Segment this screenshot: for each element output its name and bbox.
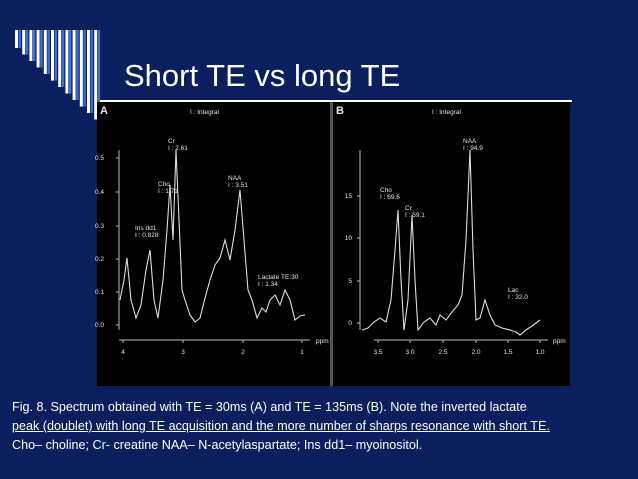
legend-text: I : Integral bbox=[432, 109, 461, 116]
figure-background bbox=[97, 102, 570, 386]
figure: A I : Integral 0.5 0.4 0.3 0.2 0.1 0.0 4 3 2 1 ppm Cr… bbox=[95, 105, 566, 356]
stripe bbox=[58, 30, 62, 87]
peak-name: Cr bbox=[405, 205, 413, 212]
stripes bbox=[15, 30, 101, 120]
y-tick-label: 0.0 bbox=[95, 322, 104, 329]
y-tick-label: 5 bbox=[348, 278, 352, 285]
caption-line: Cho– choline; Cr- creatine NAA– N-acetyl… bbox=[12, 438, 423, 452]
peak-name: NAA bbox=[463, 138, 477, 145]
x-tick-label: 1 bbox=[300, 349, 304, 356]
stripe bbox=[76, 30, 79, 100]
stripe bbox=[61, 30, 65, 87]
x-tick-label: 3.0 bbox=[405, 349, 414, 356]
peak-integral: I : 3.51 bbox=[228, 182, 248, 189]
stripe bbox=[18, 30, 21, 48]
stripe bbox=[36, 30, 40, 68]
panel-label: A bbox=[100, 105, 108, 117]
peak-name: Lac bbox=[508, 287, 519, 294]
spectrum-curve bbox=[119, 149, 306, 323]
panel-label: B bbox=[336, 105, 344, 117]
stripe bbox=[72, 30, 76, 100]
peak-name: Cho bbox=[158, 181, 170, 188]
stripe bbox=[94, 30, 98, 120]
y-tick-label: 0.2 bbox=[95, 256, 104, 263]
stripe bbox=[69, 30, 72, 94]
peak-integral: I : 1.71 bbox=[158, 188, 178, 195]
stripe bbox=[90, 30, 93, 113]
stripe bbox=[47, 30, 50, 74]
stripe bbox=[51, 30, 54, 81]
x-tick-label: 2.0 bbox=[471, 349, 480, 356]
caption-line: peak (doublet) with long TE acquisition … bbox=[12, 419, 550, 433]
stripe bbox=[25, 30, 29, 55]
peak-integral: I : 1.34 bbox=[258, 281, 278, 288]
x-tick-label: 3.5 bbox=[373, 349, 382, 356]
y-tick-label: 0.1 bbox=[95, 289, 104, 296]
stripe bbox=[29, 30, 33, 61]
stripe bbox=[15, 30, 18, 48]
x-tick-label: 1.5 bbox=[503, 349, 512, 356]
stripe bbox=[43, 30, 47, 74]
x-tick-label: 3 bbox=[181, 349, 185, 356]
y-tick-label: 0.4 bbox=[95, 189, 104, 196]
stripe bbox=[79, 30, 83, 107]
peak-name: Cho bbox=[380, 187, 392, 194]
axis-unit: ppm bbox=[553, 338, 566, 345]
peak-integral: I : 32.0 bbox=[508, 294, 528, 301]
y-tick-label: 0 bbox=[348, 320, 352, 327]
x-tick-label: 2 bbox=[241, 349, 245, 356]
slide-title: Short TE vs long TE bbox=[124, 58, 401, 93]
stripe bbox=[33, 30, 36, 61]
peak-name: Lactate TE:30 bbox=[258, 274, 299, 281]
x-tick-label: 4 bbox=[121, 349, 125, 356]
x-tick-label: 1.0 bbox=[535, 349, 544, 356]
peak-integral: I : 2.61 bbox=[168, 145, 188, 152]
stripe bbox=[65, 30, 69, 94]
caption: Fig. 8. Spectrum obtained with TE = 30ms… bbox=[12, 398, 638, 455]
peak-name: NAA bbox=[228, 175, 242, 182]
y-tick-label: 0.5 bbox=[95, 155, 104, 162]
peak-name: Ins dd1 bbox=[135, 225, 157, 232]
peak-integral: I : 94.9 bbox=[463, 145, 483, 152]
legend-text: I : Integral bbox=[190, 109, 219, 116]
y-tick-label: 15 bbox=[345, 193, 353, 200]
peak-integral: I : 59.1 bbox=[405, 212, 425, 219]
stripe bbox=[22, 30, 26, 55]
y-tick-label: 0.3 bbox=[95, 223, 104, 230]
x-tick-label: 2.5 bbox=[438, 349, 447, 356]
spectrum-curve bbox=[361, 149, 541, 336]
axis-unit: ppm bbox=[316, 338, 329, 345]
stripe bbox=[97, 30, 101, 120]
peak-integral: I : 69.6 bbox=[380, 194, 400, 201]
stripe bbox=[40, 30, 43, 68]
stripe bbox=[87, 30, 90, 113]
stripe bbox=[83, 30, 86, 107]
peak-name: Cr bbox=[168, 138, 176, 145]
panel-divider bbox=[330, 102, 333, 386]
y-tick-label: 10 bbox=[345, 235, 353, 242]
caption-line: Fig. 8. Spectrum obtained with TE = 30ms… bbox=[12, 400, 527, 414]
stripe bbox=[54, 30, 57, 81]
peak-integral: I : 0.828 bbox=[135, 232, 159, 239]
